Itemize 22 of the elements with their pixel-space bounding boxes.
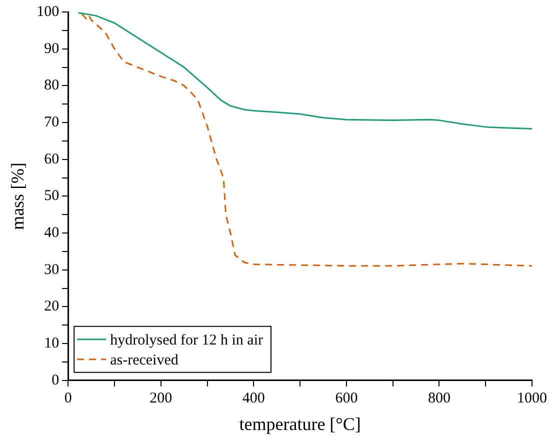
legend-label: as-received xyxy=(110,352,179,368)
y-tick-label: 80 xyxy=(44,78,60,94)
y-tick-label: 50 xyxy=(44,188,60,204)
legend-label: hydrolysed for 12 h in air xyxy=(110,332,263,348)
y-axis-title: mass [%] xyxy=(8,162,28,230)
y-tick-label: 0 xyxy=(52,372,60,388)
y-tick-label: 100 xyxy=(36,4,60,20)
x-tick-label: 800 xyxy=(428,390,450,406)
x-tick-label: 0 xyxy=(64,390,72,406)
x-tick-label: 1000 xyxy=(517,390,547,406)
y-tick-label: 30 xyxy=(44,262,60,278)
y-tick-label: 20 xyxy=(44,298,60,315)
x-tick-label: 600 xyxy=(335,390,358,406)
x-axis-title: temperature [°C] xyxy=(239,414,361,434)
y-tick-label: 60 xyxy=(44,151,60,168)
x-tick-label: 200 xyxy=(150,390,172,406)
line-series xyxy=(81,13,532,267)
y-tick-label: 40 xyxy=(44,224,60,241)
y-tick-label: 90 xyxy=(44,40,60,57)
y-tick-label: 70 xyxy=(44,114,60,130)
y-tick-label: 10 xyxy=(44,335,60,352)
x-tick-label: 400 xyxy=(242,390,265,406)
